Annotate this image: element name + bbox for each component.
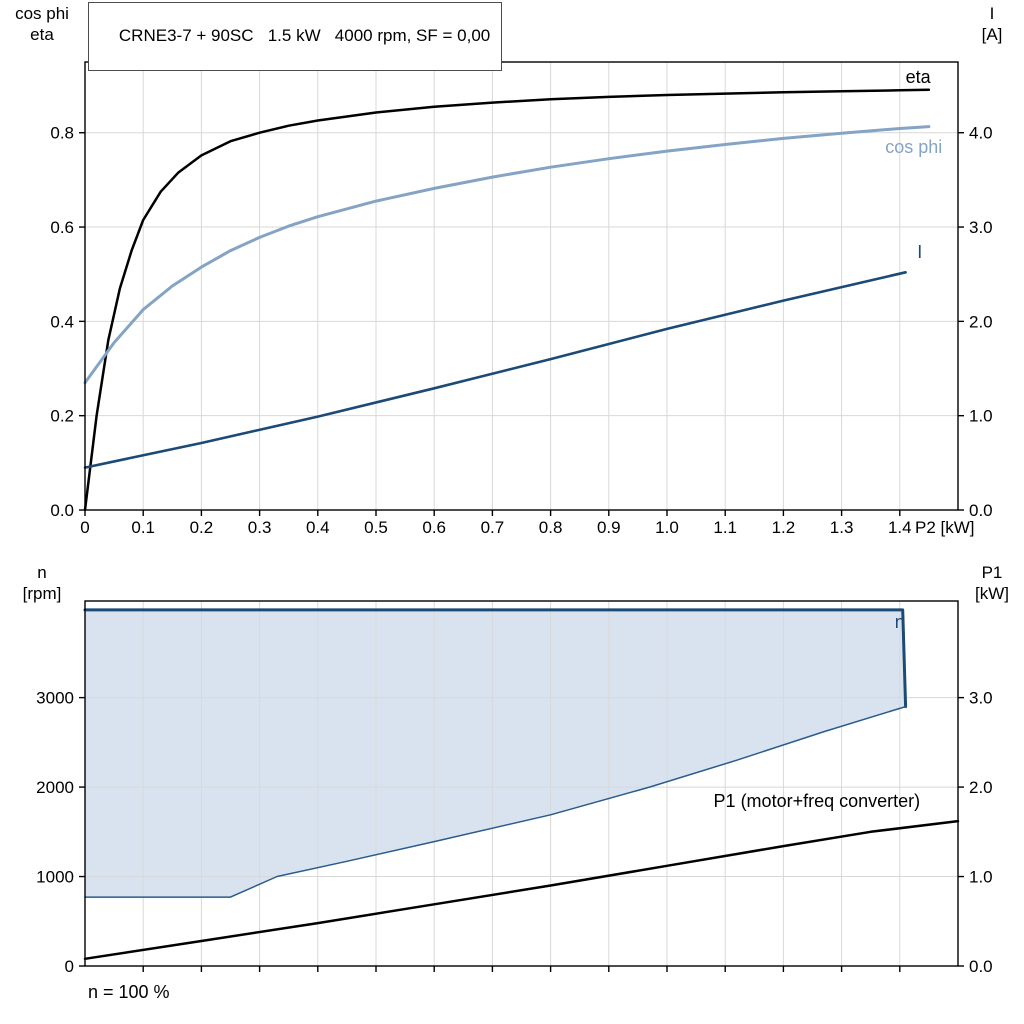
left-axis-title-top-chart: cos phi eta xyxy=(4,3,80,45)
x-tick-label: 0.3 xyxy=(248,518,272,537)
series-n-lower-boundary xyxy=(84,705,907,898)
y-right-tick-label: 1.0 xyxy=(969,407,993,426)
annotation-p1-motor-freq-converter: P1 (motor+freq converter) xyxy=(714,791,921,811)
x-tick-label: 0 xyxy=(80,518,89,537)
x-tick-label: 0.4 xyxy=(306,518,330,537)
y-right-tick-label: 2.0 xyxy=(969,778,993,797)
series-cos-phi xyxy=(83,125,931,385)
y-right-tick-label: 3.0 xyxy=(969,689,993,708)
plot-frame xyxy=(84,61,959,511)
chart-speed-power: 0 1000 2000 3000 0.0 1.0 2.0 3.0 n P1 (motor+freq… xyxy=(36,600,993,976)
annotation-eta: eta xyxy=(906,67,932,87)
y-right-tick-label: 1.0 xyxy=(969,868,993,887)
y-left-tick-label: 2000 xyxy=(36,778,74,797)
y-left-tick-label: 0.6 xyxy=(50,218,74,237)
annotation-i: I xyxy=(917,242,922,262)
annotation-n: n xyxy=(895,612,905,632)
x-tick-label: 1.1 xyxy=(713,518,737,537)
x-tick-label: 1.2 xyxy=(772,518,796,537)
y-left-tick-label: 0.4 xyxy=(50,312,74,331)
x-tick-label: 0.1 xyxy=(131,518,155,537)
right-axis-title-line1: I xyxy=(989,4,995,23)
x-tick-label: 1.3 xyxy=(830,518,854,537)
y-right-tick-label: 2.0 xyxy=(969,312,993,331)
y-left-tick-label: 0.8 xyxy=(50,124,74,143)
series-eta xyxy=(83,88,931,512)
annotation-cos-phi: cos phi xyxy=(885,137,942,157)
chart-title-box: CRNE3-7 + 90SC 1.5 kW 4000 rpm, SF = 0,0… xyxy=(88,2,503,71)
x-tick-label: 1.0 xyxy=(655,518,679,537)
left-axis-title-line2: eta xyxy=(30,25,54,44)
y-left-tick-label: 1000 xyxy=(36,868,74,887)
right-axis-title-top-chart: I [A] xyxy=(964,3,1020,45)
y-left-tick-label: 0.0 xyxy=(50,501,74,520)
x-tick-label: 0.2 xyxy=(190,518,214,537)
x-tick-label: 0.6 xyxy=(422,518,446,537)
y-right-tick-label: 3.0 xyxy=(969,218,993,237)
left-axis-title-bottom-chart: n [rpm] xyxy=(4,562,80,604)
series-p1-motor-freq-converter xyxy=(83,819,960,961)
y-left-tick-label: 0 xyxy=(65,957,74,976)
x-tick-label: 1.4 xyxy=(888,518,912,537)
x-tick-label: 0.8 xyxy=(539,518,563,537)
y-right-tick-label: 0.0 xyxy=(969,957,993,976)
right-axis-title-line2: [kW] xyxy=(975,584,1009,603)
right-axis-title-line1: P1 xyxy=(981,563,1003,582)
left-axis-title-line1: cos phi xyxy=(15,4,69,23)
speed-operating-area xyxy=(85,609,906,898)
plot-frame xyxy=(84,600,959,967)
speed-note: n = 100 % xyxy=(88,982,170,1002)
right-axis-title-bottom-chart: P1 [kW] xyxy=(962,562,1022,604)
chart-title: CRNE3-7 + 90SC 1.5 kW 4000 rpm, SF = 0,0… xyxy=(118,26,491,45)
x-axis-unit-label: P2 [kW] xyxy=(915,518,975,537)
series-i xyxy=(83,270,907,469)
x-tick-label: 0.5 xyxy=(364,518,388,537)
x-tick-label: 0.9 xyxy=(597,518,621,537)
x-tick-label: 0.7 xyxy=(481,518,505,537)
y-right-tick-label: 4.0 xyxy=(969,124,993,143)
left-axis-title-line2: [rpm] xyxy=(22,584,62,603)
series-n xyxy=(83,608,908,709)
right-axis-title-line2: [A] xyxy=(981,25,1003,44)
y-left-tick-label: 3000 xyxy=(36,689,74,708)
y-left-tick-label: 0.2 xyxy=(50,407,74,426)
y-right-tick-label: 0.0 xyxy=(969,501,993,520)
left-axis-title-line1: n xyxy=(37,563,47,582)
chart-performance: 0 0.1 0.2 0.3 0.4 0.5 0.6 0.7 0.8 0.9 1.0 1.1 1.2 1.3… xyxy=(50,61,993,537)
